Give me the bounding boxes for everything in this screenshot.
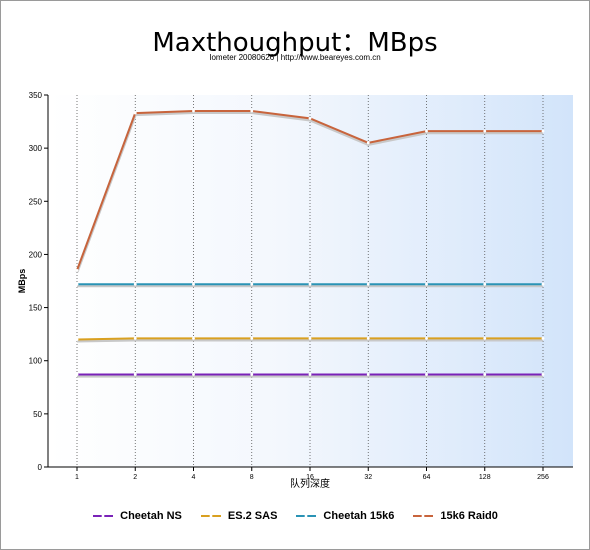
legend-label: Cheetah 15k6 bbox=[323, 510, 395, 522]
data-point bbox=[250, 373, 254, 376]
chart-title: Maxthoughput：MBps bbox=[152, 28, 438, 58]
x-tick-label: 128 bbox=[479, 474, 491, 481]
plot-area bbox=[48, 95, 573, 467]
legend-swatch bbox=[413, 514, 434, 518]
data-point bbox=[133, 111, 137, 115]
data-point bbox=[75, 282, 79, 286]
y-tick-label: 200 bbox=[29, 250, 43, 259]
data-point bbox=[483, 282, 487, 286]
data-point bbox=[133, 336, 137, 340]
series-shadow bbox=[76, 338, 543, 343]
data-point bbox=[308, 282, 312, 286]
data-point bbox=[541, 336, 545, 340]
data-point bbox=[133, 373, 137, 376]
data-point bbox=[425, 373, 428, 376]
x-tick-label: 64 bbox=[423, 474, 431, 481]
legend-swatch bbox=[296, 514, 317, 518]
y-tick-label: 0 bbox=[38, 463, 43, 472]
data-point bbox=[483, 373, 487, 376]
data-point bbox=[425, 336, 428, 340]
series-shadow bbox=[75, 110, 543, 273]
y-tick-label: 100 bbox=[29, 357, 43, 366]
series-lines bbox=[75, 109, 545, 378]
data-point bbox=[133, 282, 137, 286]
data-point bbox=[366, 373, 370, 376]
data-point bbox=[192, 373, 195, 376]
data-point bbox=[541, 373, 545, 376]
data-point bbox=[541, 282, 545, 286]
data-point bbox=[425, 129, 428, 133]
chart-legend: Cheetah NS ES.2 SAS Cheetah 15k6 15k6 Raid0 bbox=[0, 510, 590, 522]
data-point bbox=[483, 336, 487, 340]
data-point bbox=[308, 373, 312, 376]
data-point bbox=[250, 282, 254, 286]
legend-item: Cheetah 15k6 bbox=[295, 510, 394, 522]
data-point bbox=[366, 141, 370, 145]
data-point bbox=[75, 268, 79, 272]
legend-item: 15k6 Raid0 bbox=[412, 510, 498, 522]
data-point bbox=[366, 282, 370, 286]
data-point bbox=[192, 336, 195, 340]
data-point bbox=[192, 109, 195, 113]
x-axis-label: 队列深度 bbox=[290, 477, 330, 490]
x-tick-label: 1 bbox=[75, 474, 79, 481]
data-point bbox=[366, 336, 370, 340]
x-tick-label: 16 bbox=[306, 474, 314, 481]
x-tick-label: 2 bbox=[133, 474, 137, 481]
data-point bbox=[75, 373, 79, 376]
legend-item: ES.2 SAS bbox=[200, 510, 278, 522]
x-tick-label: 32 bbox=[364, 474, 372, 481]
grid-lines bbox=[76, 95, 544, 467]
legend-label: ES.2 SAS bbox=[227, 510, 278, 522]
data-point bbox=[75, 338, 79, 341]
legend-item: Cheetah NS bbox=[92, 510, 182, 522]
legend-label: Cheetah NS bbox=[120, 510, 182, 522]
y-tick-label: 150 bbox=[29, 304, 43, 313]
legend-swatch bbox=[200, 514, 221, 518]
data-point bbox=[192, 282, 195, 286]
data-point bbox=[425, 282, 428, 286]
chart-subtitle: Iometer 20080626 | http://www.beareyes.c… bbox=[209, 53, 381, 62]
x-tick-label: 8 bbox=[250, 474, 254, 481]
data-point bbox=[250, 336, 254, 340]
y-axis-label: MBps bbox=[17, 269, 27, 294]
data-point bbox=[308, 116, 312, 120]
y-tick-label: 50 bbox=[33, 410, 42, 419]
legend-swatch bbox=[93, 514, 114, 518]
data-point bbox=[483, 129, 487, 133]
data-point bbox=[308, 336, 312, 340]
data-point bbox=[250, 109, 254, 113]
data-point bbox=[541, 129, 545, 133]
legend-label: 15k6 Raid0 bbox=[440, 510, 498, 522]
x-tick-label: 256 bbox=[537, 474, 549, 481]
y-tick-label: 300 bbox=[29, 144, 43, 153]
y-tick-label: 250 bbox=[29, 197, 43, 206]
x-tick-label: 4 bbox=[192, 474, 196, 481]
axes: 0 50 100 150 200 250 300 350 1 2 4 8 16 32 64 128 256 bbox=[29, 91, 573, 481]
y-tick-label: 350 bbox=[29, 91, 43, 100]
